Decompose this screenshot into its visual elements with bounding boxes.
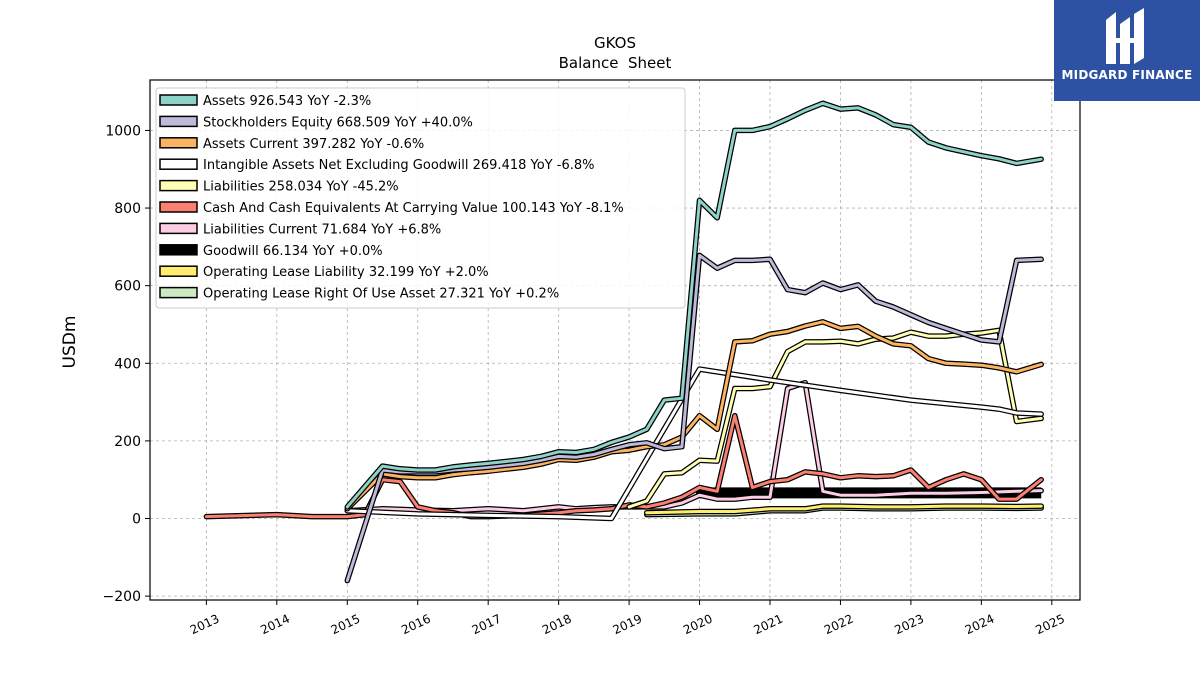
series-line xyxy=(204,414,1043,519)
chart-title: GKOS xyxy=(594,34,636,52)
x-tick-label: 2017 xyxy=(470,612,504,638)
legend-entry-label: Operating Lease Liability 32.199 YoY +2.… xyxy=(203,265,489,280)
x-tick-label: 2022 xyxy=(822,612,856,638)
legend-swatch xyxy=(159,94,198,106)
x-tick-label: 2021 xyxy=(752,612,786,638)
legend-swatch xyxy=(159,115,198,128)
logo-text: MIDGARD FINANCE xyxy=(1061,68,1193,82)
y-tick-label: 400 xyxy=(114,356,141,372)
legend-swatch xyxy=(159,158,198,170)
legend-swatch xyxy=(159,179,198,192)
legend-swatch xyxy=(159,265,198,277)
series-3 xyxy=(344,366,1044,522)
series-line xyxy=(645,504,1043,515)
y-tick-label: 600 xyxy=(114,279,141,295)
series-line xyxy=(345,381,1043,513)
legend-box xyxy=(155,87,686,309)
y-axis-label: USDm xyxy=(60,316,80,369)
legend-entry-label: Operating Lease Right Of Use Asset 27.32… xyxy=(203,287,559,302)
plot-frame xyxy=(149,79,1081,601)
series-6 xyxy=(344,379,1044,514)
x-tick-label: 2016 xyxy=(399,612,433,638)
series-2 xyxy=(344,319,1044,512)
legend-entry-label: Assets 926.543 YoY -2.3% xyxy=(203,94,371,109)
legend: Assets 926.543 YoY -2.3% Stockholders Equ… xyxy=(155,87,686,309)
x-tick-label: 2024 xyxy=(963,612,997,638)
x-tick-label: 2018 xyxy=(540,612,574,638)
x-tick-label: 2013 xyxy=(188,612,222,638)
x-tick-label: 2015 xyxy=(329,612,363,638)
x-tick-label: 2019 xyxy=(611,612,645,638)
x-tick-label: 2014 xyxy=(258,612,292,638)
legend-entry-label: Assets Current 397.282 YoY -0.6% xyxy=(203,137,424,152)
legend-swatch xyxy=(159,201,198,213)
legend-entry-label: Stockholders Equity 668.509 YoY +40.0% xyxy=(203,115,473,130)
x-tick-label: 2023 xyxy=(892,612,926,638)
legend-entry-label: Liabilities 258.034 YoY -45.2% xyxy=(203,180,399,195)
series-line xyxy=(345,367,1043,520)
series-line xyxy=(345,253,1043,583)
series-0 xyxy=(344,100,1044,510)
y-tick-label: −200 xyxy=(103,589,141,605)
legend-swatch xyxy=(159,137,198,149)
midgard-finance-logo: MIDGARD FINANCE xyxy=(1054,0,1200,101)
y-tick-label: 800 xyxy=(114,201,141,217)
legend-entry-label: Intangible Assets Net Excluding Goodwill… xyxy=(203,158,594,173)
legend-swatch xyxy=(159,244,198,256)
series-8 xyxy=(643,503,1044,516)
x-tick-label: 2020 xyxy=(681,612,715,638)
legend-swatch xyxy=(159,222,198,235)
y-tick-label: 200 xyxy=(114,434,141,450)
legend-entry-label: Cash And Cash Equivalents At Carrying Va… xyxy=(203,201,624,216)
legend-swatch xyxy=(159,286,198,299)
chart-subtitle: Balance Sheet xyxy=(559,54,672,72)
series-5 xyxy=(203,412,1044,520)
legend-entry-label: Goodwill 66.134 YoY +0.0% xyxy=(203,244,383,259)
legend-entry-label: Liabilities Current 71.684 YoY +6.8% xyxy=(203,222,441,237)
logo-mark-icon xyxy=(1106,8,1144,64)
series-line xyxy=(345,101,1043,509)
y-tick-label: 1000 xyxy=(105,123,141,139)
series-1 xyxy=(344,252,1044,584)
series-line xyxy=(345,320,1043,511)
y-tick-label: 0 xyxy=(132,512,141,528)
x-tick-label: 2025 xyxy=(1033,612,1067,638)
series-layer xyxy=(203,100,1044,584)
